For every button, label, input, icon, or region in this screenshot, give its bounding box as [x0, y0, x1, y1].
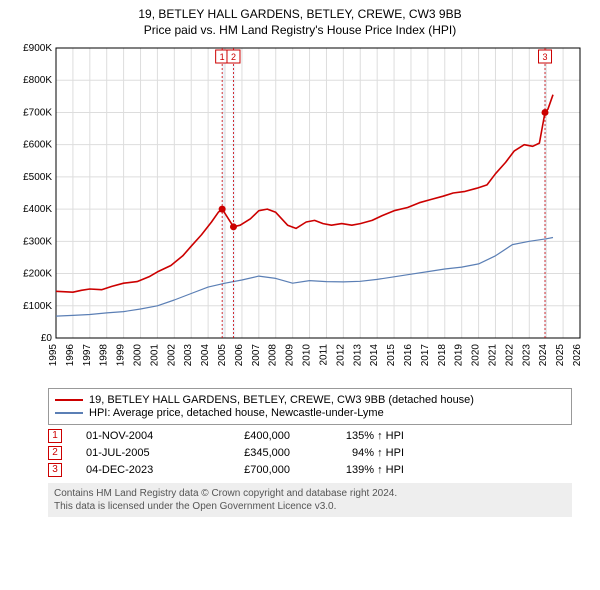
event-date: 01-NOV-2004 — [86, 430, 186, 442]
svg-text:2022: 2022 — [504, 344, 515, 367]
svg-text:2012: 2012 — [335, 344, 346, 367]
svg-text:£800K: £800K — [23, 76, 52, 87]
svg-text:1996: 1996 — [65, 344, 76, 367]
svg-text:2016: 2016 — [403, 344, 414, 367]
event-pct: 135% ↑ HPI — [314, 430, 404, 442]
sale-events-table: 1 01-NOV-2004 £400,000 135% ↑ HPI 2 01-J… — [48, 429, 572, 477]
svg-text:2015: 2015 — [386, 344, 397, 367]
legend-label: 19, BETLEY HALL GARDENS, BETLEY, CREWE, … — [89, 394, 474, 406]
svg-text:2000: 2000 — [133, 344, 144, 367]
attribution-line: Contains HM Land Registry data © Crown c… — [54, 487, 566, 500]
event-marker-icon: 1 — [48, 429, 62, 443]
legend: 19, BETLEY HALL GARDENS, BETLEY, CREWE, … — [48, 388, 572, 425]
event-marker-icon: 2 — [48, 446, 62, 460]
svg-text:2006: 2006 — [234, 344, 245, 367]
svg-text:2001: 2001 — [149, 344, 160, 367]
svg-text:£700K: £700K — [23, 108, 52, 119]
svg-text:£200K: £200K — [23, 269, 52, 280]
svg-text:£300K: £300K — [23, 237, 52, 248]
svg-text:1997: 1997 — [82, 344, 93, 367]
data-attribution: Contains HM Land Registry data © Crown c… — [48, 483, 572, 517]
svg-text:2003: 2003 — [183, 344, 194, 367]
legend-swatch-property — [55, 399, 83, 401]
svg-text:1998: 1998 — [99, 344, 110, 367]
event-price: £700,000 — [210, 464, 290, 476]
legend-swatch-hpi — [55, 412, 83, 414]
svg-text:2013: 2013 — [352, 344, 363, 367]
svg-text:2026: 2026 — [572, 344, 583, 367]
svg-text:2: 2 — [231, 52, 236, 62]
svg-text:2004: 2004 — [200, 344, 211, 367]
svg-text:2014: 2014 — [369, 344, 380, 367]
svg-text:2025: 2025 — [555, 344, 566, 367]
svg-text:£400K: £400K — [23, 204, 52, 215]
attribution-line: This data is licensed under the Open Gov… — [54, 500, 566, 513]
svg-text:2017: 2017 — [420, 344, 431, 367]
event-price: £345,000 — [210, 447, 290, 459]
svg-text:2005: 2005 — [217, 344, 228, 367]
svg-text:2007: 2007 — [251, 344, 262, 367]
table-row: 1 01-NOV-2004 £400,000 135% ↑ HPI — [48, 429, 572, 443]
svg-text:£500K: £500K — [23, 172, 52, 183]
price-chart: £0 £100K £200K £300K £400K £500K £600K £700K £80… — [8, 42, 592, 382]
event-date: 01-JUL-2005 — [86, 447, 186, 459]
event-date: 04-DEC-2023 — [86, 464, 186, 476]
chart-address: 19, BETLEY HALL GARDENS, BETLEY, CREWE, … — [8, 6, 592, 22]
svg-text:2011: 2011 — [318, 344, 329, 366]
svg-text:2009: 2009 — [285, 344, 296, 367]
svg-text:2002: 2002 — [166, 344, 177, 367]
legend-label: HPI: Average price, detached house, Newc… — [89, 407, 384, 419]
svg-text:£0: £0 — [41, 333, 53, 344]
event-price: £400,000 — [210, 430, 290, 442]
svg-text:2018: 2018 — [437, 344, 448, 367]
svg-text:3: 3 — [543, 52, 548, 62]
event-marker-icon: 3 — [48, 463, 62, 477]
chart-subtitle: Price paid vs. HM Land Registry's House … — [8, 22, 592, 38]
svg-text:2021: 2021 — [487, 344, 498, 367]
event-pct: 139% ↑ HPI — [314, 464, 404, 476]
svg-text:2020: 2020 — [471, 344, 482, 367]
table-row: 2 01-JUL-2005 £345,000 94% ↑ HPI — [48, 446, 572, 460]
svg-text:2019: 2019 — [454, 344, 465, 367]
chart-area: £0 £100K £200K £300K £400K £500K £600K £700K £80… — [8, 42, 592, 382]
svg-text:2010: 2010 — [302, 344, 313, 367]
svg-text:£100K: £100K — [23, 301, 52, 312]
chart-title-block: 19, BETLEY HALL GARDENS, BETLEY, CREWE, … — [8, 6, 592, 38]
svg-text:1995: 1995 — [48, 344, 59, 367]
legend-row: HPI: Average price, detached house, Newc… — [55, 407, 565, 419]
svg-text:2008: 2008 — [268, 344, 279, 367]
svg-text:1: 1 — [220, 52, 225, 62]
event-pct: 94% ↑ HPI — [314, 447, 404, 459]
svg-text:2023: 2023 — [521, 344, 532, 367]
svg-text:£900K: £900K — [23, 43, 52, 54]
legend-row: 19, BETLEY HALL GARDENS, BETLEY, CREWE, … — [55, 394, 565, 406]
svg-text:2024: 2024 — [538, 344, 549, 367]
svg-text:£600K: £600K — [23, 140, 52, 151]
svg-text:1999: 1999 — [116, 344, 127, 367]
table-row: 3 04-DEC-2023 £700,000 139% ↑ HPI — [48, 463, 572, 477]
